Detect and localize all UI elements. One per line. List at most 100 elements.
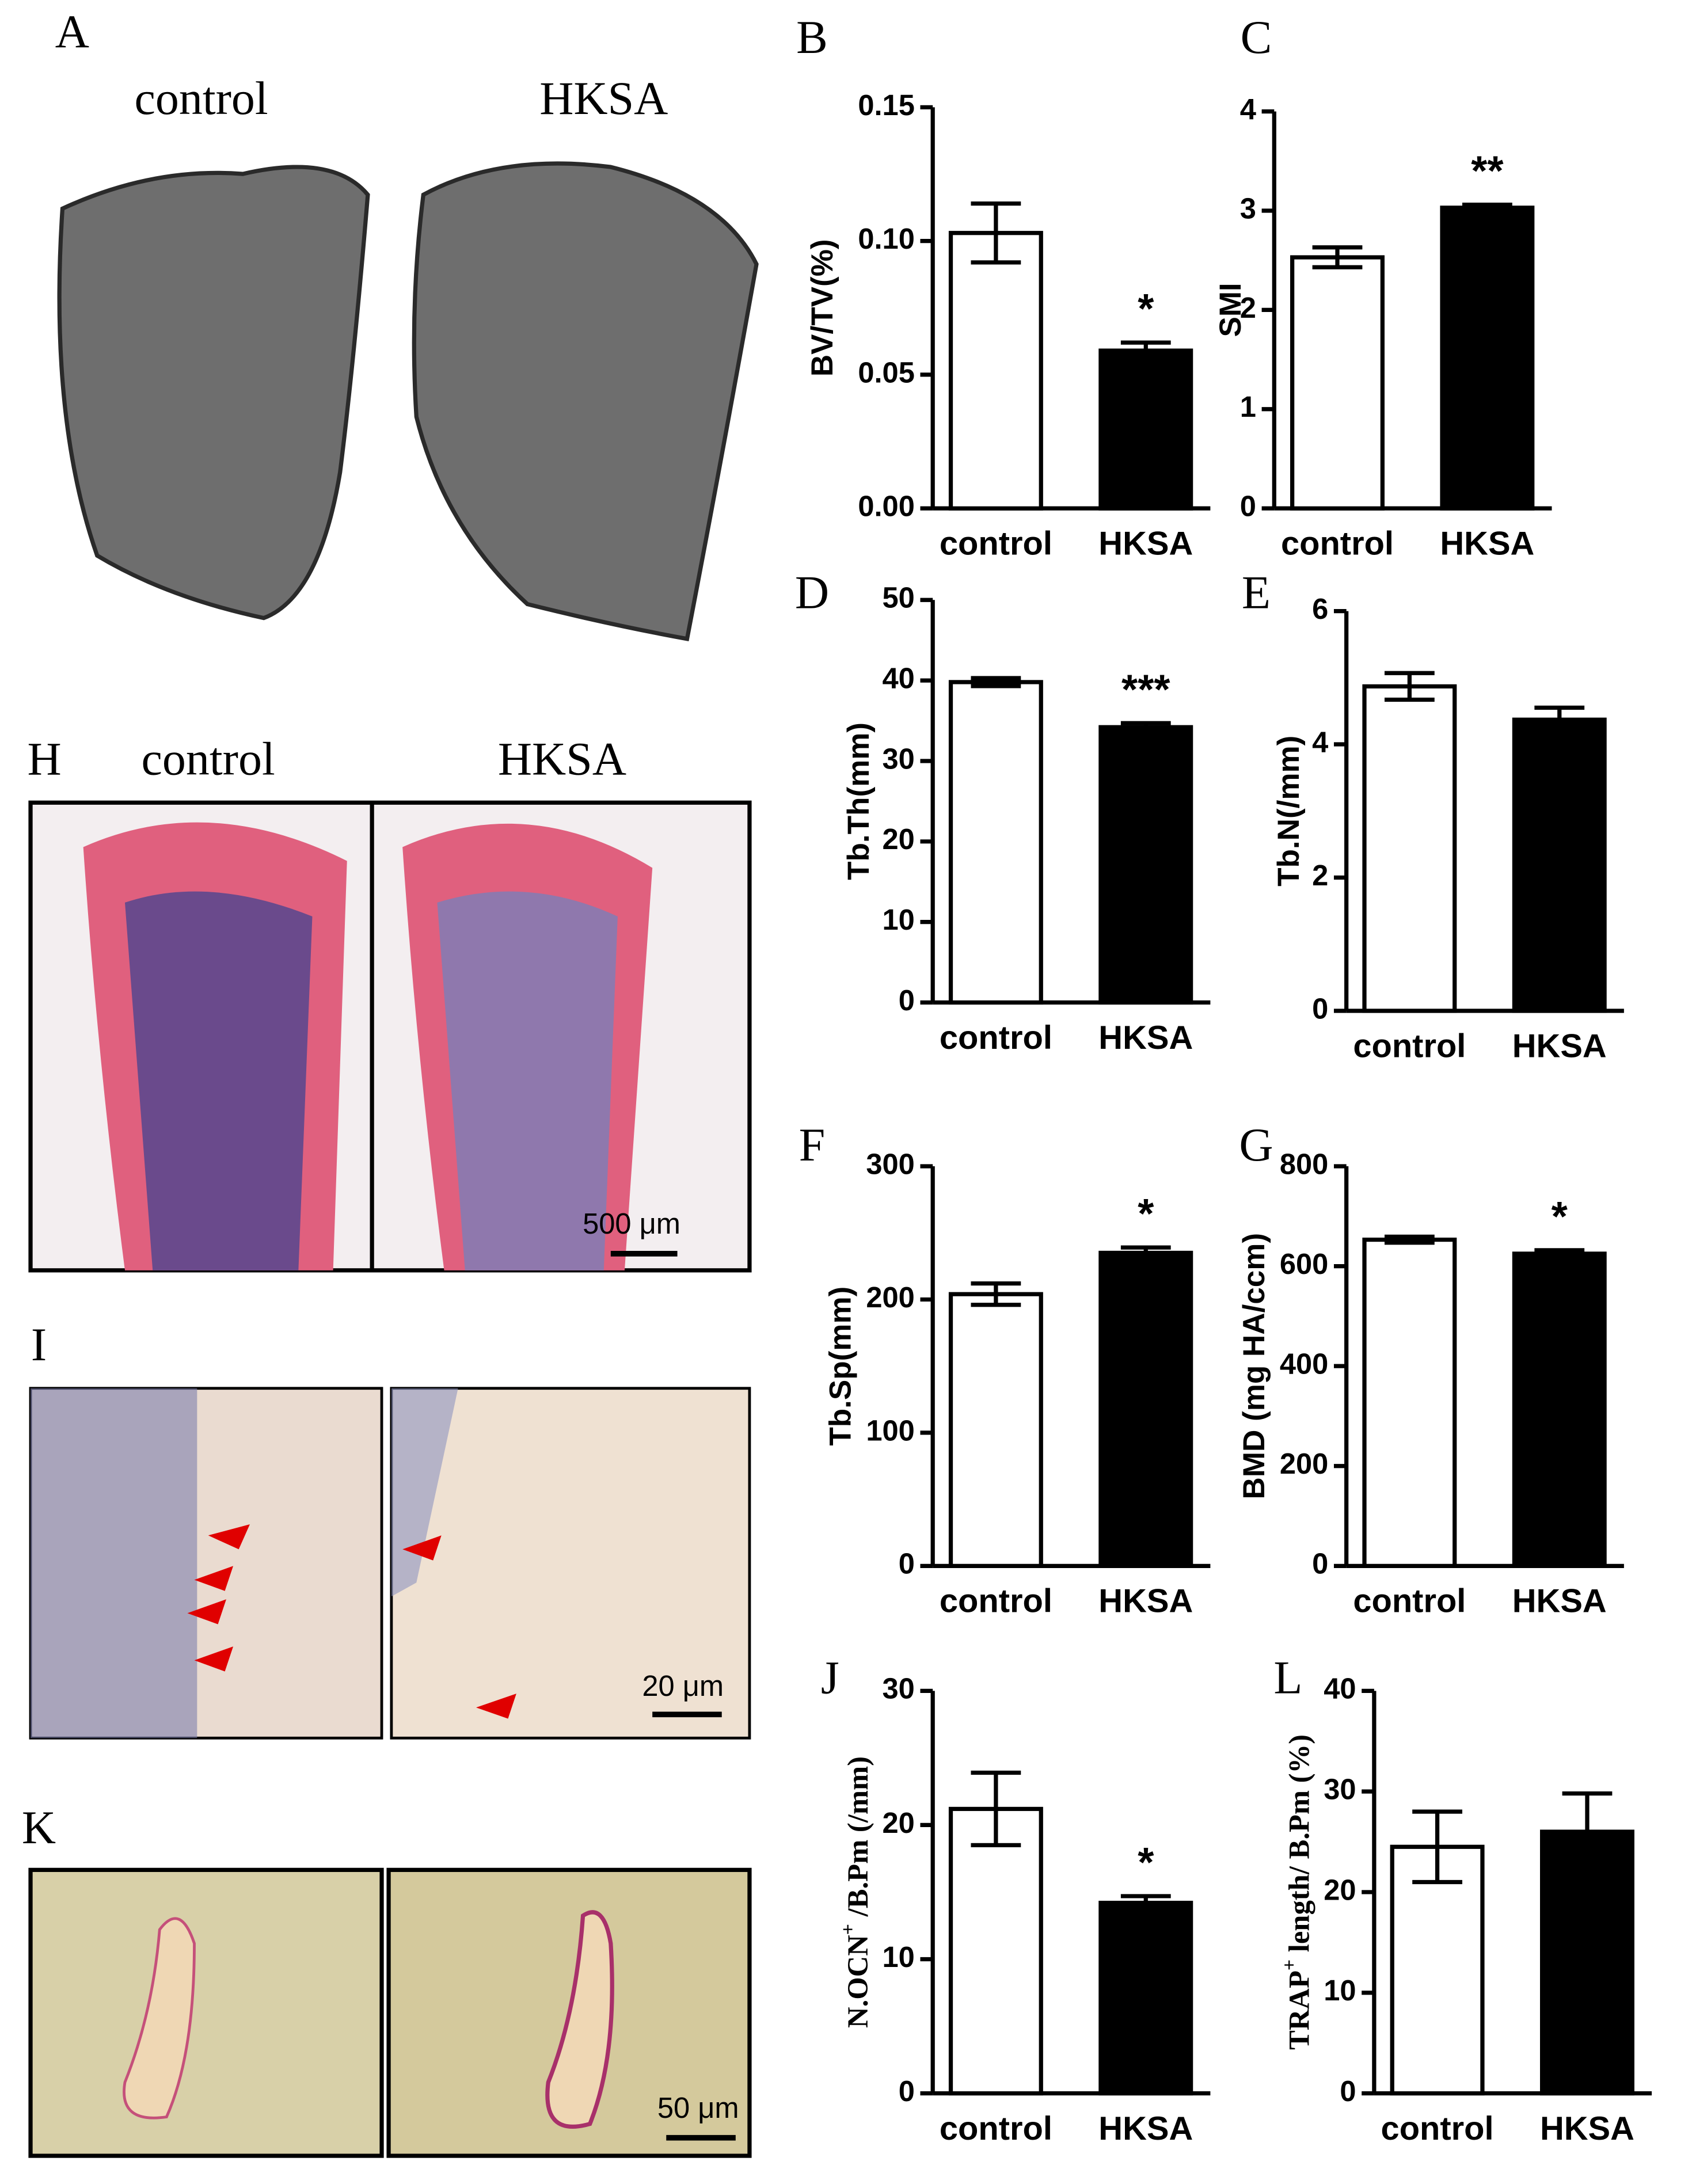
x-tick-label: control	[940, 526, 1052, 562]
y-tick-label: 800	[1280, 1147, 1328, 1180]
x-tick-label: HKSA	[1512, 1028, 1607, 1064]
panel-letter: D	[795, 566, 829, 618]
significance: *	[1138, 1840, 1154, 1886]
y-axis-label: Tb.N(/mm)	[1272, 736, 1306, 886]
y-tick-label: 40	[883, 662, 915, 695]
y-tick-label: 400	[1280, 1348, 1328, 1380]
image-label: control	[135, 72, 268, 124]
y-tick-label: 0	[899, 984, 915, 1017]
panel-letter: A	[55, 5, 89, 58]
y-axis-label-part: +	[1279, 1959, 1301, 1970]
chart: E 0 2 4 6 Tb.N(/mm) control HKSA	[1242, 566, 1624, 1064]
bar	[948, 231, 1043, 511]
error-bar	[1120, 1894, 1171, 1910]
y-tick-label: 0.10	[858, 222, 915, 255]
error-bar	[1384, 671, 1435, 702]
y-axis-label-part: SMI	[1214, 283, 1248, 337]
x-tick-label: control	[940, 1583, 1052, 1620]
bar	[1098, 1250, 1193, 1568]
y-tick-label: 20	[1324, 1873, 1356, 1906]
y-axis-label-part: length/ B.Pm (%)	[1283, 1734, 1315, 1959]
bar	[1098, 1900, 1193, 2096]
y-axis-label-part: N.OCN	[841, 1935, 873, 2028]
y-axis-label: BV/TV(%)	[805, 239, 839, 376]
error-bar	[1534, 1248, 1585, 1257]
y-axis-label-part: Tb.N(/mm)	[1272, 736, 1306, 886]
bar	[1390, 1844, 1485, 2096]
y-tick-label: 3	[1240, 192, 1256, 225]
panel-letter: G	[1239, 1118, 1273, 1171]
y-axis-label-part: TRAP	[1283, 1970, 1315, 2050]
y-tick-label: 200	[866, 1281, 914, 1314]
y-tick-label: 20	[883, 1806, 915, 1839]
x-tick-label: HKSA	[1512, 1583, 1607, 1620]
bar	[1362, 1237, 1457, 1568]
y-tick-label: 0	[1340, 2075, 1356, 2107]
bar	[1098, 725, 1193, 1005]
y-tick-label: 10	[1324, 1974, 1356, 2007]
bar	[1512, 717, 1607, 1013]
y-tick-label: 2	[1312, 859, 1328, 892]
x-tick-label: HKSA	[1098, 1583, 1193, 1620]
y-tick-label: 10	[883, 903, 915, 936]
y-tick-label: 0	[1312, 992, 1328, 1025]
error-bar	[1120, 721, 1171, 732]
y-axis-label: Tb.Sp(mm)	[823, 1287, 857, 1446]
scale-label: 50 μm	[657, 2091, 739, 2124]
chart: C 0 1 2 3 4 SMI control HKSA **	[1214, 11, 1552, 562]
significance: *	[1138, 286, 1154, 332]
y-tick-label: 2	[1240, 291, 1256, 324]
y-axis-label: TRAP+ length/ B.Pm (%)	[1279, 1734, 1315, 2050]
histology-image	[29, 1387, 751, 1740]
y-tick-label: 20	[883, 823, 915, 855]
y-axis-label: Tb.Th(mm)	[842, 722, 876, 880]
y-tick-label: 0.00	[858, 490, 915, 523]
y-axis-label-part: BMD (mg HA/ccm)	[1237, 1233, 1271, 1500]
panel-letter: I	[31, 1318, 47, 1371]
x-tick-label: HKSA	[1098, 2110, 1193, 2147]
y-tick-label: 200	[1280, 1447, 1328, 1480]
scale-label: 500 μm	[583, 1207, 680, 1240]
image-label: control	[142, 733, 275, 785]
y-axis-label-part: BV/TV(%)	[805, 239, 839, 376]
bar	[1539, 1829, 1634, 2096]
panel-letter: J	[821, 1652, 839, 1704]
y-tick-label: 30	[883, 1672, 915, 1705]
y-tick-label: 30	[1324, 1773, 1356, 1806]
panel-letter: C	[1241, 11, 1272, 63]
bar	[1098, 348, 1193, 511]
y-axis-label: N.OCN+ /B.Pm (/mm)	[838, 1756, 873, 2028]
significance: *	[1552, 1194, 1568, 1240]
chart: D 0 10 20 30 40 50 Tb.Th(mm) control HKSA ***	[795, 566, 1211, 1056]
y-tick-label: 10	[883, 1941, 915, 1973]
histology-image	[28, 800, 752, 1273]
y-tick-label: 0	[1312, 1547, 1328, 1580]
y-axis-label-part: Tb.Sp(mm)	[823, 1287, 857, 1446]
y-tick-label: 0	[899, 1547, 915, 1580]
image-label: HKSA	[539, 72, 668, 124]
panel-letter: L	[1273, 1652, 1302, 1704]
image-label: HKSA	[498, 733, 626, 785]
x-tick-label: HKSA	[1440, 526, 1534, 562]
y-tick-label: 4	[1240, 93, 1256, 125]
y-tick-label: 0	[899, 2075, 915, 2107]
error-bar	[971, 201, 1021, 265]
x-tick-label: HKSA	[1098, 526, 1193, 562]
x-tick-label: control	[1353, 1583, 1466, 1620]
chart: L 0 10 20 30 40 TRAP+ length/ B.Pm (%) control H…	[1273, 1652, 1652, 2147]
scale-label: 20 μm	[642, 1669, 724, 1702]
panel-letter: F	[799, 1118, 826, 1171]
y-tick-label: 0.15	[858, 89, 915, 121]
error-bar	[1462, 203, 1512, 211]
panel-letter: K	[22, 1801, 56, 1854]
y-axis-label: SMI	[1214, 283, 1248, 337]
x-tick-label: control	[940, 1019, 1052, 1056]
y-axis-label-part: +	[838, 1924, 859, 1935]
significance: *	[1138, 1191, 1154, 1237]
bar	[948, 1292, 1043, 1568]
bar	[948, 680, 1043, 1005]
bar	[1512, 1251, 1607, 1568]
x-tick-label: control	[1353, 1028, 1466, 1064]
error-bar	[1312, 245, 1363, 269]
y-tick-label: 40	[1324, 1672, 1356, 1705]
